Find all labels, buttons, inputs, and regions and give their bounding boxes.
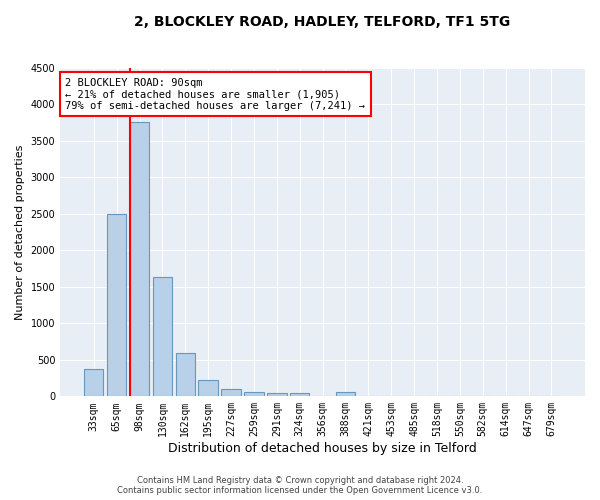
Text: 2 BLOCKLEY ROAD: 90sqm
← 21% of detached houses are smaller (1,905)
79% of semi-: 2 BLOCKLEY ROAD: 90sqm ← 21% of detached… bbox=[65, 78, 365, 110]
Bar bbox=[267, 394, 287, 396]
Bar bbox=[199, 380, 218, 396]
Bar bbox=[84, 370, 103, 396]
Bar bbox=[130, 122, 149, 396]
Bar bbox=[221, 388, 241, 396]
Bar bbox=[336, 392, 355, 396]
Bar bbox=[290, 394, 310, 396]
Bar bbox=[176, 353, 195, 397]
X-axis label: Distribution of detached houses by size in Telford: Distribution of detached houses by size … bbox=[168, 442, 477, 455]
Title: 2, BLOCKLEY ROAD, HADLEY, TELFORD, TF1 5TG: 2, BLOCKLEY ROAD, HADLEY, TELFORD, TF1 5… bbox=[134, 15, 511, 29]
Bar bbox=[152, 276, 172, 396]
Bar bbox=[107, 214, 127, 396]
Bar bbox=[244, 392, 263, 396]
Text: Contains HM Land Registry data © Crown copyright and database right 2024.
Contai: Contains HM Land Registry data © Crown c… bbox=[118, 476, 482, 495]
Y-axis label: Number of detached properties: Number of detached properties bbox=[15, 144, 25, 320]
